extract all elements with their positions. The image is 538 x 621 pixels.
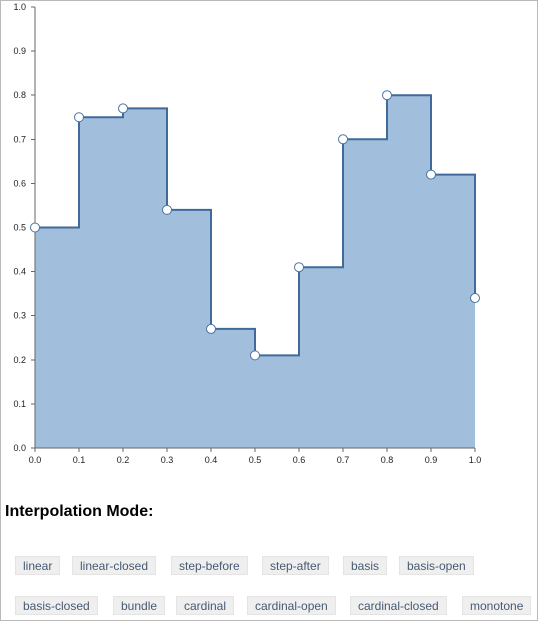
- y-tick-label: 0.9: [13, 46, 26, 56]
- mode-button-bundle[interactable]: bundle: [113, 596, 166, 615]
- data-point: [294, 262, 304, 273]
- x-tick-label: 0.2: [117, 455, 130, 465]
- data-point: [382, 90, 392, 101]
- y-tick-label: 1.0: [13, 2, 26, 12]
- x-tick-label: 0.0: [29, 455, 42, 465]
- data-point: [74, 112, 84, 123]
- y-tick-label: 0.7: [13, 134, 26, 144]
- data-point: [250, 350, 260, 361]
- mode-button-step-before[interactable]: step-before: [171, 556, 248, 575]
- mode-button-basis-closed[interactable]: basis-closed: [15, 596, 98, 615]
- interpolation-heading: Interpolation Mode:: [5, 503, 154, 520]
- area-fill: [35, 95, 475, 448]
- area-chart: 0.0 0.1 0.2 0.3 0.4 0.5 0.6 0.7 0.8 0.9 1.0 0.0 0.1 0…: [13, 2, 482, 465]
- x-tick-label: 0.3: [161, 455, 174, 465]
- data-point: [206, 323, 216, 334]
- x-tick-label: 0.7: [337, 455, 350, 465]
- x-tick-label: 0.8: [381, 455, 394, 465]
- y-tick-label: 0.5: [13, 223, 26, 233]
- mode-button-monotone[interactable]: monotone: [462, 596, 532, 615]
- data-point: [30, 222, 40, 233]
- mode-button-linear[interactable]: linear: [15, 556, 61, 575]
- data-point: [470, 293, 480, 304]
- mode-button-cardinal-open[interactable]: cardinal-open: [247, 596, 336, 615]
- y-tick-label: 0.8: [13, 90, 26, 100]
- x-tick-label: 0.6: [293, 455, 306, 465]
- x-tick-label: 1.0: [469, 455, 482, 465]
- x-tick-label: 0.5: [249, 455, 262, 465]
- mode-button-step-after[interactable]: step-after: [262, 556, 329, 575]
- data-point: [426, 169, 436, 180]
- data-point: [162, 204, 172, 215]
- x-tick-label: 0.9: [425, 455, 438, 465]
- mode-button-cardinal-closed[interactable]: cardinal-closed: [350, 596, 447, 615]
- mode-button-basis-open[interactable]: basis-open: [399, 556, 474, 575]
- mode-button-linear-closed[interactable]: linear-closed: [72, 556, 157, 575]
- y-tick-label: 0.1: [13, 399, 26, 409]
- data-point: [338, 134, 348, 145]
- x-tick-label: 0.4: [205, 455, 218, 465]
- x-tick-label: 0.1: [73, 455, 86, 465]
- y-tick-label: 0.4: [13, 267, 26, 277]
- mode-button-cardinal[interactable]: cardinal: [176, 596, 235, 615]
- data-point: [118, 103, 128, 114]
- y-tick-label: 0.2: [13, 355, 26, 365]
- mode-button-basis[interactable]: basis: [343, 556, 388, 575]
- y-tick-label: 0.0: [13, 443, 26, 453]
- y-tick-label: 0.6: [13, 178, 26, 188]
- y-tick-label: 0.3: [13, 311, 26, 321]
